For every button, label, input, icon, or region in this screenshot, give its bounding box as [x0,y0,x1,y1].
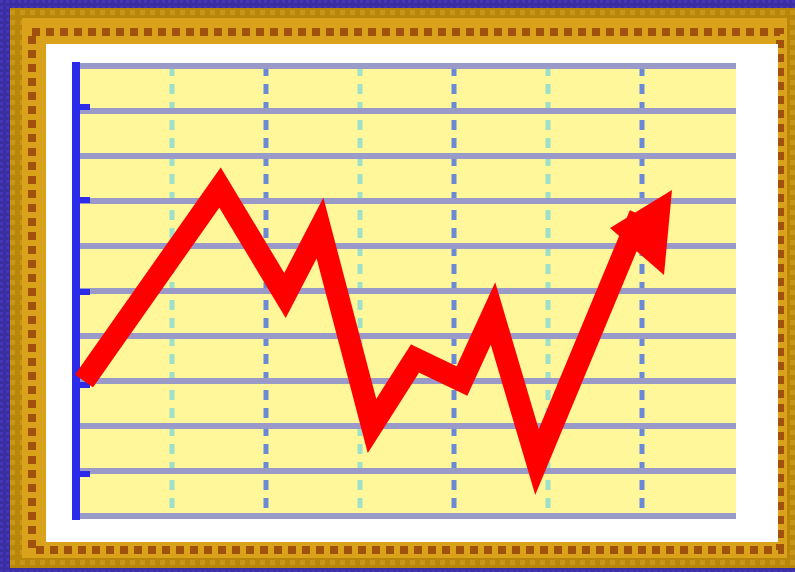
trend-line [75,167,651,495]
y-axis-ticks [78,104,90,477]
axis-tick [78,289,90,295]
axis-tick [78,382,90,388]
major-grid-line [78,108,736,114]
major-grid-line [78,153,736,159]
axis-tick [78,471,90,477]
axis-tick [78,197,90,203]
major-grid-lines [78,63,736,519]
major-grid-line [78,288,736,294]
frame-dotted-trim [28,28,784,554]
major-grid-line [78,423,736,429]
major-grid-line [78,243,736,249]
major-grid-line [78,198,736,204]
major-grid-line [78,63,736,69]
trend-arrowhead-icon [610,190,672,275]
major-grid-line [78,513,736,519]
axis-tick [78,104,90,110]
y-axis-line [72,62,80,520]
major-grid-line [78,333,736,339]
major-grid-line [78,468,736,474]
